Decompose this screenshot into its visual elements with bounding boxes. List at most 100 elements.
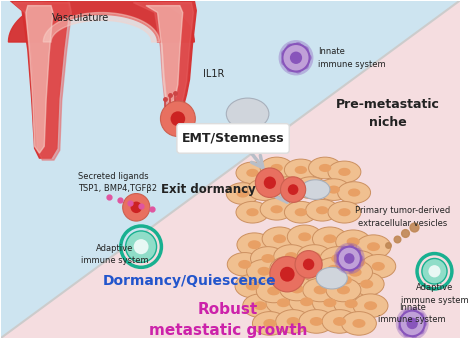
Ellipse shape xyxy=(323,298,337,307)
Ellipse shape xyxy=(253,311,287,335)
Ellipse shape xyxy=(339,276,352,285)
Circle shape xyxy=(418,312,425,319)
Circle shape xyxy=(286,65,293,72)
Ellipse shape xyxy=(352,319,365,328)
Ellipse shape xyxy=(250,247,285,270)
Circle shape xyxy=(264,177,276,189)
Ellipse shape xyxy=(328,268,363,292)
Ellipse shape xyxy=(226,98,269,130)
Ellipse shape xyxy=(266,291,301,315)
Ellipse shape xyxy=(226,183,259,204)
Circle shape xyxy=(428,265,440,277)
Ellipse shape xyxy=(284,159,317,181)
Circle shape xyxy=(344,253,355,264)
Ellipse shape xyxy=(326,278,361,302)
Text: Adaptive
immune system: Adaptive immune system xyxy=(81,244,149,265)
Circle shape xyxy=(130,202,142,213)
Circle shape xyxy=(302,62,309,69)
Circle shape xyxy=(280,267,295,282)
Circle shape xyxy=(286,44,293,50)
Circle shape xyxy=(340,264,347,271)
Circle shape xyxy=(281,177,306,202)
Ellipse shape xyxy=(254,301,267,310)
Circle shape xyxy=(354,262,361,269)
Ellipse shape xyxy=(352,258,365,267)
Ellipse shape xyxy=(316,276,328,285)
Ellipse shape xyxy=(295,208,307,216)
Ellipse shape xyxy=(304,264,317,273)
Ellipse shape xyxy=(281,264,294,273)
Ellipse shape xyxy=(322,310,357,333)
Ellipse shape xyxy=(270,257,305,280)
Ellipse shape xyxy=(260,157,293,179)
Polygon shape xyxy=(146,5,182,104)
Ellipse shape xyxy=(328,201,361,223)
Circle shape xyxy=(123,193,150,221)
Ellipse shape xyxy=(333,317,346,326)
Ellipse shape xyxy=(342,251,376,274)
Circle shape xyxy=(295,42,301,49)
Ellipse shape xyxy=(345,299,358,308)
Ellipse shape xyxy=(337,285,350,294)
Ellipse shape xyxy=(346,237,360,246)
Circle shape xyxy=(407,318,418,329)
Ellipse shape xyxy=(338,208,351,216)
Ellipse shape xyxy=(271,164,283,172)
Ellipse shape xyxy=(328,186,340,194)
Ellipse shape xyxy=(276,310,310,333)
Ellipse shape xyxy=(281,184,293,192)
Ellipse shape xyxy=(271,205,283,213)
Circle shape xyxy=(348,244,355,251)
Ellipse shape xyxy=(327,265,340,274)
Circle shape xyxy=(290,51,302,64)
Ellipse shape xyxy=(305,268,339,292)
Text: EMT/Stemness: EMT/Stemness xyxy=(182,132,284,145)
Ellipse shape xyxy=(300,297,313,306)
Ellipse shape xyxy=(256,279,291,303)
Ellipse shape xyxy=(247,179,281,200)
Polygon shape xyxy=(26,5,53,153)
Circle shape xyxy=(295,67,301,74)
Circle shape xyxy=(348,266,355,273)
Ellipse shape xyxy=(258,186,270,194)
Ellipse shape xyxy=(246,208,259,216)
Ellipse shape xyxy=(337,260,373,284)
Text: Exit dormancy: Exit dormancy xyxy=(162,183,256,196)
Ellipse shape xyxy=(271,177,304,199)
Ellipse shape xyxy=(361,255,396,278)
Ellipse shape xyxy=(319,164,331,172)
Ellipse shape xyxy=(294,177,327,199)
Circle shape xyxy=(398,324,405,331)
Ellipse shape xyxy=(295,166,307,174)
Ellipse shape xyxy=(248,240,261,249)
Ellipse shape xyxy=(337,182,371,203)
Ellipse shape xyxy=(331,254,344,263)
Circle shape xyxy=(303,259,314,270)
Ellipse shape xyxy=(257,267,271,276)
Circle shape xyxy=(334,243,365,274)
Text: Dormancy/Quiescence: Dormancy/Quiescence xyxy=(102,274,276,288)
Ellipse shape xyxy=(303,278,337,302)
Ellipse shape xyxy=(328,161,361,183)
Circle shape xyxy=(336,259,342,266)
Ellipse shape xyxy=(289,290,324,314)
Ellipse shape xyxy=(246,169,259,177)
Ellipse shape xyxy=(237,233,272,257)
Ellipse shape xyxy=(316,267,347,289)
Ellipse shape xyxy=(274,245,309,268)
Ellipse shape xyxy=(312,227,347,251)
Polygon shape xyxy=(133,3,193,113)
Circle shape xyxy=(161,101,195,137)
Circle shape xyxy=(281,59,288,66)
Ellipse shape xyxy=(267,286,280,295)
Ellipse shape xyxy=(280,277,314,301)
Text: Pre-metastatic
niche: Pre-metastatic niche xyxy=(336,98,440,129)
Circle shape xyxy=(403,310,410,317)
Ellipse shape xyxy=(314,285,327,294)
Ellipse shape xyxy=(260,199,293,220)
Ellipse shape xyxy=(258,268,293,292)
Ellipse shape xyxy=(310,317,323,326)
Circle shape xyxy=(302,46,309,53)
Ellipse shape xyxy=(367,242,380,251)
Circle shape xyxy=(336,251,342,258)
